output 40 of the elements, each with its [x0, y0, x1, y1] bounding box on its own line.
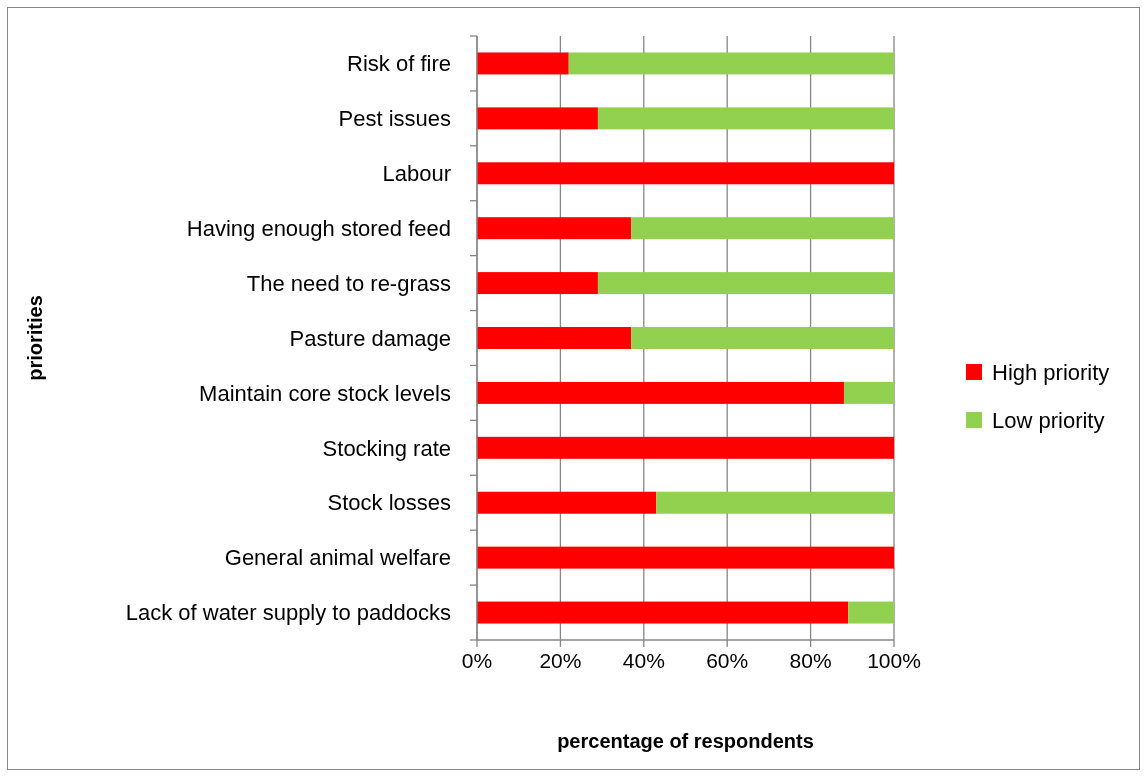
y-axis-title: priorities	[24, 295, 46, 381]
y-tick-label: Stock losses	[327, 490, 451, 516]
bar	[477, 491, 657, 514]
x-tick-label: 80%	[789, 649, 832, 672]
bar	[843, 381, 894, 404]
bar	[597, 107, 894, 130]
bar	[631, 217, 894, 240]
bar	[477, 162, 894, 185]
x-tick-label: 20%	[539, 649, 582, 672]
y-tick-label: Stocking rate	[322, 435, 451, 461]
bar	[477, 217, 632, 240]
bar	[848, 601, 894, 624]
bar	[631, 327, 894, 349]
bar	[568, 52, 894, 75]
y-tick-label: Pest issues	[338, 106, 451, 132]
legend-label: Low priority	[992, 407, 1105, 433]
y-tick-label: Lack of water supply to paddocks	[125, 600, 451, 626]
y-tick-label: Pasture damage	[289, 325, 451, 351]
bar	[477, 107, 598, 130]
bar	[656, 491, 894, 514]
bar	[477, 272, 598, 295]
bar	[477, 381, 844, 404]
x-tick-label: 40%	[622, 649, 665, 672]
y-tick-label: Having enough stored feed	[186, 215, 451, 241]
bar	[477, 436, 894, 459]
y-tick-label: General animal welfare	[224, 545, 451, 571]
legend-label: High priority	[992, 359, 1110, 385]
y-tick-label: Maintain core stock levels	[199, 380, 451, 406]
bar	[477, 327, 632, 349]
bar	[477, 52, 569, 75]
x-tick-label: 0%	[461, 649, 493, 672]
bar	[597, 272, 894, 295]
x-axis-title: percentage of respondents	[557, 730, 814, 752]
y-tick-label: Labour	[382, 160, 451, 186]
y-tick-label: The need to re-grass	[246, 270, 451, 296]
bar	[477, 546, 894, 569]
x-tick-label: 100%	[867, 649, 921, 672]
bar	[477, 601, 849, 624]
y-tick-label: Risk of fire	[347, 51, 451, 77]
x-tick-label: 60%	[706, 649, 749, 672]
